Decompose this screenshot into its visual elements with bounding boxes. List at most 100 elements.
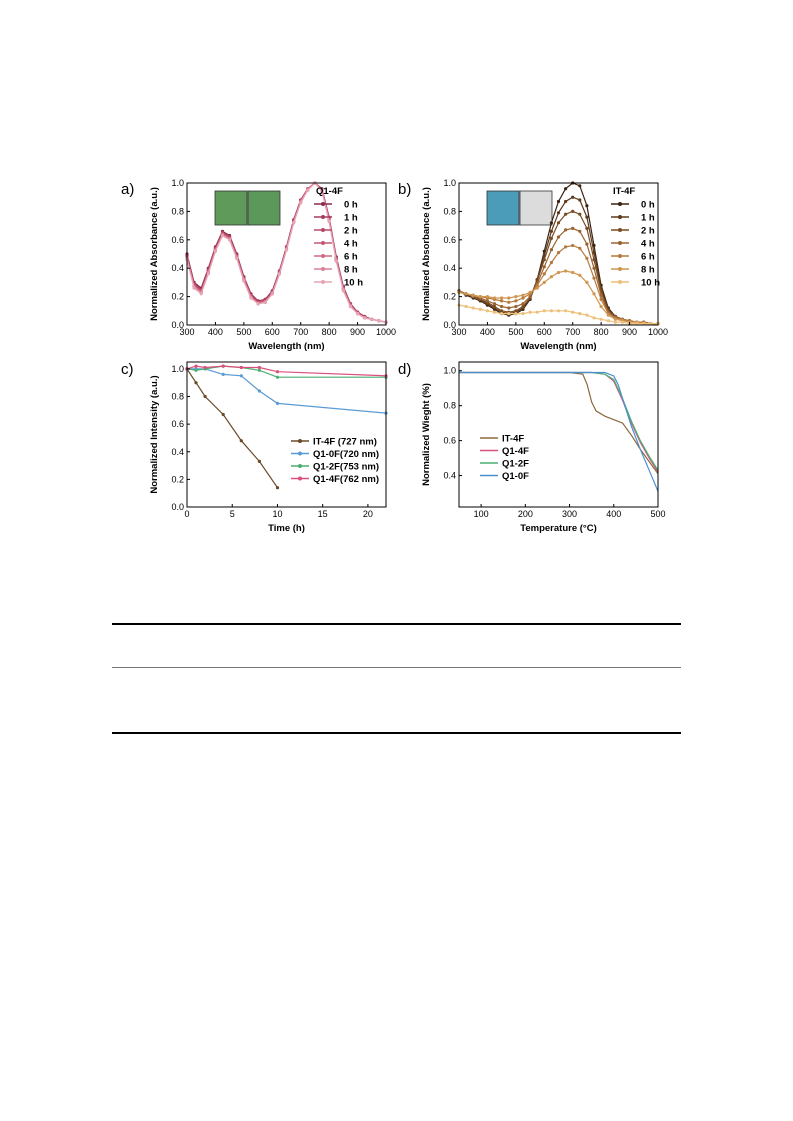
legend-marker bbox=[618, 267, 622, 271]
data-point bbox=[478, 307, 482, 311]
data-point bbox=[464, 292, 468, 296]
x-tick-label: 20 bbox=[363, 509, 373, 519]
data-point bbox=[592, 292, 596, 296]
x-tick-label: 400 bbox=[208, 327, 223, 337]
legend-entry: Q1-2F(753 nm) bbox=[313, 462, 379, 473]
data-point bbox=[514, 309, 518, 313]
legend-marker bbox=[321, 228, 325, 232]
legend-entry: Q1-4F bbox=[502, 446, 529, 457]
legend-entry: 2 h bbox=[641, 226, 655, 237]
data-point bbox=[578, 273, 582, 277]
data-point bbox=[471, 306, 475, 310]
data-point bbox=[500, 312, 504, 316]
data-point bbox=[257, 459, 261, 463]
panel-label: b) bbox=[398, 181, 411, 198]
x-tick-label: 800 bbox=[322, 327, 337, 337]
data-point bbox=[485, 299, 489, 303]
legend-entry: 4 h bbox=[344, 239, 358, 250]
data-point bbox=[500, 309, 504, 313]
y-tick-label: 0.4 bbox=[443, 263, 456, 273]
legend-marker bbox=[321, 202, 325, 206]
data-point bbox=[549, 309, 554, 313]
data-point bbox=[542, 265, 546, 269]
data-point bbox=[235, 256, 239, 260]
x-tick-label: 900 bbox=[350, 327, 365, 337]
x-tick-label: 700 bbox=[293, 327, 308, 337]
data-point bbox=[239, 365, 243, 370]
data-point bbox=[585, 215, 589, 219]
data-point bbox=[500, 304, 504, 309]
series-line-3 bbox=[459, 371, 659, 471]
legend-entry: 10 h bbox=[344, 278, 363, 289]
legend-entry: 8 h bbox=[641, 265, 655, 276]
data-point bbox=[199, 292, 203, 296]
y-tick-label: 0.0 bbox=[443, 320, 456, 330]
data-point bbox=[571, 310, 575, 314]
data-point bbox=[348, 304, 353, 309]
x-tick-label: 400 bbox=[606, 509, 621, 519]
data-point bbox=[242, 279, 246, 283]
y-tick-label: 0.2 bbox=[443, 292, 456, 302]
legend-marker bbox=[618, 254, 622, 258]
legend-marker bbox=[618, 280, 622, 284]
data-point bbox=[571, 270, 575, 275]
plot-frame bbox=[186, 361, 387, 508]
data-point bbox=[578, 229, 582, 233]
table-header-rule bbox=[112, 667, 681, 668]
data-point bbox=[613, 317, 618, 321]
series-line-2 bbox=[459, 371, 659, 473]
x-tick-label: 500 bbox=[650, 509, 665, 519]
data-point bbox=[578, 198, 582, 202]
data-point bbox=[492, 302, 497, 306]
legend-marker bbox=[618, 202, 622, 206]
x-tick-label: 300 bbox=[562, 509, 577, 519]
series-line-2 bbox=[187, 368, 387, 414]
data-point bbox=[649, 322, 653, 326]
data-point bbox=[478, 295, 482, 299]
data-point bbox=[485, 295, 489, 299]
data-point bbox=[275, 375, 280, 379]
data-point bbox=[549, 275, 554, 279]
data-point bbox=[585, 242, 589, 246]
legend-title: IT-4F bbox=[613, 186, 635, 197]
data-point bbox=[585, 226, 589, 230]
data-point bbox=[228, 238, 232, 242]
data-point bbox=[585, 204, 589, 208]
legend-entry: 0 h bbox=[344, 200, 358, 211]
table-bottom-rule bbox=[112, 732, 681, 734]
chart-panel-4: d) 100 200 300 400 500 0.4 0.6 0.8 1.0 Temperature… bbox=[398, 361, 666, 534]
data-point bbox=[592, 316, 596, 320]
y-tick-label: 0.0 bbox=[171, 502, 184, 512]
data-point bbox=[556, 199, 561, 204]
inset-film-1 bbox=[486, 190, 520, 226]
y-tick-label: 0.6 bbox=[171, 235, 184, 245]
data-point bbox=[213, 249, 217, 253]
legend-marker bbox=[618, 215, 622, 219]
data-point bbox=[194, 368, 198, 372]
y-tick-label: 0.8 bbox=[171, 392, 184, 402]
data-point bbox=[549, 236, 554, 240]
data-point bbox=[613, 320, 618, 324]
data-point bbox=[571, 226, 575, 230]
data-point bbox=[471, 293, 475, 297]
x-tick-label: 0 bbox=[184, 509, 189, 519]
data-point bbox=[521, 293, 525, 297]
x-tick-label: 900 bbox=[622, 327, 637, 337]
data-point bbox=[492, 310, 497, 314]
data-point bbox=[564, 228, 568, 232]
y-tick-label: 1.0 bbox=[171, 178, 184, 188]
data-point bbox=[221, 372, 225, 376]
legend-marker bbox=[321, 241, 325, 245]
data-point bbox=[549, 221, 554, 225]
data-point bbox=[542, 280, 546, 284]
legend-marker bbox=[298, 476, 302, 481]
data-point bbox=[521, 296, 525, 300]
y-tick-label: 0.4 bbox=[171, 447, 184, 457]
data-point bbox=[514, 295, 518, 299]
data-point bbox=[556, 270, 561, 275]
y-tick-label: 0.8 bbox=[443, 401, 456, 411]
series-line-1 bbox=[459, 371, 659, 475]
y-tick-label: 0.2 bbox=[171, 474, 184, 484]
data-point bbox=[306, 188, 310, 192]
